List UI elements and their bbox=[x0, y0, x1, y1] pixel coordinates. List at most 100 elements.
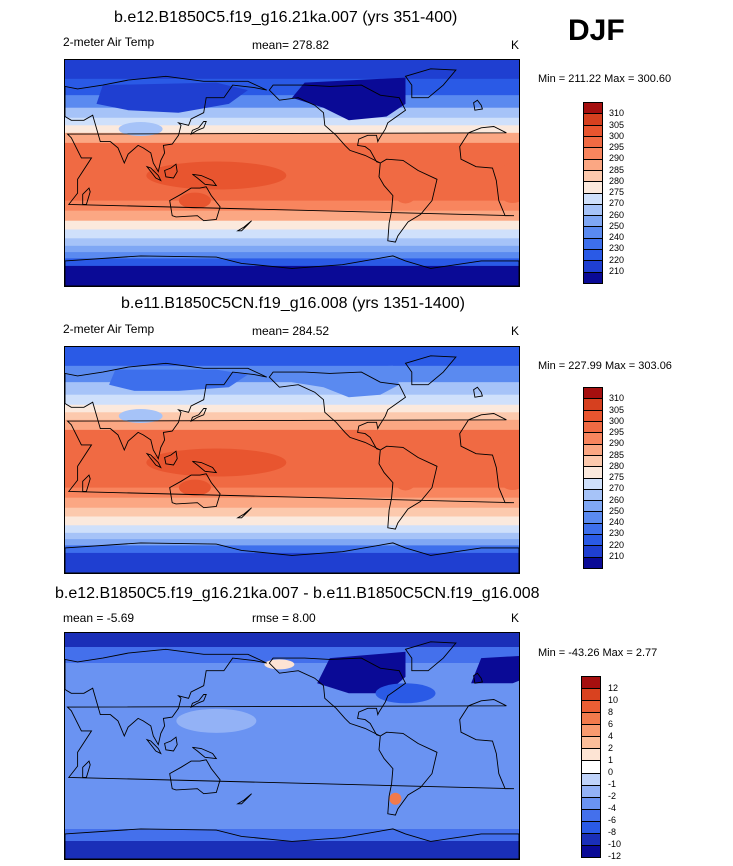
temperature-band bbox=[65, 210, 519, 222]
colorbar-box bbox=[584, 467, 602, 479]
colorbar-box bbox=[584, 478, 602, 490]
colorbar-box bbox=[584, 399, 602, 411]
colorbar-tick-label: 280 bbox=[609, 460, 625, 471]
north-america-cold bbox=[292, 77, 406, 121]
colorbar-box bbox=[584, 125, 602, 137]
colorbar-tick-label: 6 bbox=[608, 719, 614, 729]
patagonia-warming bbox=[389, 792, 402, 805]
panel-2-minmax: Min = 227.99 Max = 303.06 bbox=[538, 360, 672, 372]
colorbar-box bbox=[582, 797, 600, 810]
season-label: DJF bbox=[568, 14, 625, 47]
coastline-uk bbox=[473, 672, 483, 684]
temperature-band bbox=[65, 532, 519, 540]
panel-1-variable-label: 2-meter Air Temp bbox=[63, 35, 155, 49]
colorbar-tick-label: 8 bbox=[608, 707, 614, 717]
colorbar-box bbox=[584, 455, 602, 468]
panel-2-mean: mean= 284.52 bbox=[252, 324, 330, 338]
panel-3-mean: mean = -5.69 bbox=[63, 611, 135, 625]
colorbar-tick-label: 12 bbox=[608, 683, 619, 693]
australia-warmth bbox=[178, 479, 211, 496]
colorbar-box bbox=[584, 204, 602, 217]
colorbar-tick-label: 230 bbox=[609, 528, 625, 539]
warm-pool bbox=[146, 161, 287, 190]
temperature-band bbox=[65, 539, 519, 546]
australia-warmth bbox=[178, 192, 211, 209]
panel-1-title: b.e12.B1850C5.f19_g16.21ka.007 (yrs 351-… bbox=[114, 9, 458, 26]
colorbar-tick-label: 295 bbox=[609, 427, 625, 437]
coastline-nz bbox=[236, 793, 252, 805]
coastline-sumatra bbox=[145, 738, 162, 755]
colorbar-box bbox=[584, 535, 602, 547]
temperature-band bbox=[65, 252, 519, 259]
colorbar-tick-label: 275 bbox=[609, 187, 625, 197]
colorbar-box bbox=[584, 388, 602, 400]
colorbar-box bbox=[584, 216, 602, 228]
colorbar-tick-label: -2 bbox=[608, 791, 617, 801]
colorbar-box bbox=[584, 136, 602, 149]
coastline-antarctica bbox=[65, 828, 519, 859]
coastline-antarctica bbox=[65, 542, 519, 573]
coastline-africa bbox=[66, 413, 515, 504]
coastline-japan bbox=[190, 121, 207, 136]
colorbar-box bbox=[584, 557, 602, 568]
panel-1-units: K bbox=[511, 38, 520, 52]
coastline-eurasia bbox=[65, 75, 267, 173]
colorbar-tick-label: 4 bbox=[608, 731, 614, 741]
colorbar-tick-label: 250 bbox=[609, 505, 625, 516]
temperature-band bbox=[65, 142, 519, 202]
colorbar-box bbox=[582, 701, 600, 714]
colorbar-box bbox=[582, 845, 600, 857]
colorbar-tick-label: 280 bbox=[609, 175, 625, 186]
colorbar-tick-label: 260 bbox=[609, 494, 625, 505]
colorbar-box bbox=[582, 821, 600, 834]
colorbar-tick-label: 240 bbox=[609, 232, 625, 242]
coastline-nz bbox=[236, 507, 252, 519]
colorbar-tick-label: 1 bbox=[608, 755, 614, 765]
colorbar-tick-label: 270 bbox=[609, 198, 625, 209]
arctic-cooling-band bbox=[65, 633, 519, 647]
north-atlantic-cooling bbox=[375, 683, 436, 704]
coastline-madagascar bbox=[82, 474, 91, 492]
colorbar-box bbox=[584, 193, 602, 205]
south-america-warmth bbox=[391, 167, 420, 204]
panel-3-colorbar bbox=[581, 676, 601, 858]
coastline-namerica bbox=[268, 371, 407, 451]
africa-warmth bbox=[494, 450, 519, 491]
temperature-band bbox=[65, 107, 519, 119]
temperature-band bbox=[65, 507, 519, 517]
panel-3-map bbox=[64, 632, 520, 860]
colorbar-tick-label: 2 bbox=[608, 743, 614, 753]
coastline-samerica bbox=[378, 445, 438, 530]
colorbar-tick-label: 260 bbox=[609, 209, 625, 220]
siberia-cold bbox=[96, 82, 248, 113]
colorbar-box bbox=[584, 410, 602, 422]
temperature-band bbox=[65, 265, 519, 286]
colorbar-tick-label: 290 bbox=[609, 438, 625, 449]
temperature-band bbox=[65, 200, 519, 212]
north-america-cold bbox=[292, 365, 400, 398]
colorbar-box bbox=[584, 272, 602, 283]
coastline-madagascar bbox=[82, 760, 91, 778]
coastline-newguinea bbox=[192, 746, 218, 760]
colorbar-box bbox=[582, 749, 600, 762]
colorbar-tick-label: 300 bbox=[609, 415, 625, 426]
temperature-band bbox=[65, 125, 519, 134]
coastline-uk bbox=[473, 99, 483, 111]
coastline-newguinea bbox=[192, 460, 218, 474]
panel-2-map bbox=[64, 346, 520, 574]
temperature-band bbox=[65, 347, 519, 367]
coastline-japan bbox=[190, 694, 207, 709]
colorbar-tick-label: 305 bbox=[609, 404, 625, 415]
fennoscandian-ice-sheet-cooling bbox=[471, 655, 519, 684]
colorbar-tick-label: -10 bbox=[608, 839, 622, 849]
temperature-band bbox=[65, 258, 519, 267]
panel-2-colorbar-labels: 310 305 300 295 290 285 280 275 270 260 250 240 230 2… bbox=[609, 387, 649, 567]
temperature-band bbox=[65, 245, 519, 253]
difference-field-background bbox=[65, 633, 519, 859]
colorbar-box bbox=[584, 523, 602, 536]
colorbar-tick-label: 300 bbox=[609, 130, 625, 141]
temperature-band bbox=[65, 429, 519, 489]
temperature-band bbox=[65, 132, 519, 144]
coastline-namerica bbox=[268, 657, 407, 737]
colorbar-tick-label: -4 bbox=[608, 803, 617, 813]
